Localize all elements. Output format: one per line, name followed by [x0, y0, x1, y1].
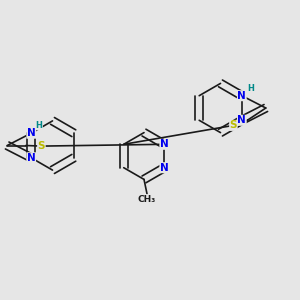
Text: CH₃: CH₃	[138, 195, 156, 204]
Text: N: N	[237, 115, 246, 125]
Text: N: N	[237, 91, 246, 101]
Text: N: N	[160, 139, 169, 149]
Text: N: N	[27, 153, 36, 163]
Text: H: H	[36, 121, 42, 130]
Text: N: N	[160, 163, 169, 173]
Text: H: H	[247, 84, 253, 93]
Text: S: S	[230, 120, 237, 130]
Text: S: S	[38, 141, 45, 151]
Text: N: N	[27, 128, 36, 138]
